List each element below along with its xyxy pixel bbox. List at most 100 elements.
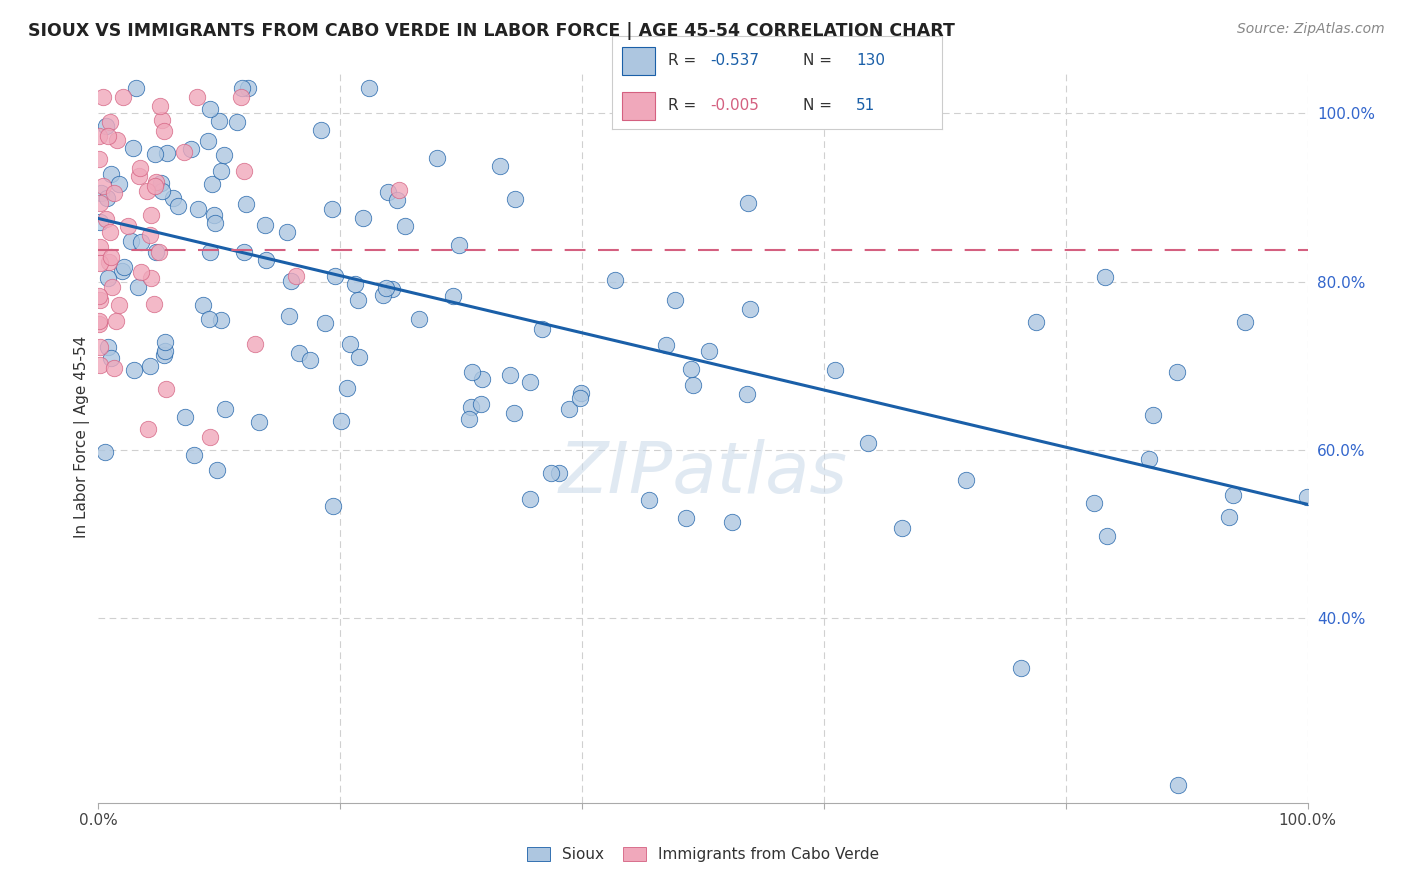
- Point: [309, 123, 332, 137]
- Point: [519, 375, 541, 389]
- Point: [97, 129, 120, 144]
- Point: [505, 192, 527, 206]
- Point: [470, 397, 492, 411]
- Point: [352, 211, 374, 225]
- Point: [349, 350, 371, 364]
- Point: [457, 412, 479, 426]
- Point: [117, 219, 139, 234]
- Point: [121, 141, 143, 155]
- Point: [314, 316, 336, 330]
- Point: [89, 195, 111, 210]
- Text: 51: 51: [856, 98, 876, 113]
- Point: [209, 313, 232, 327]
- Point: [682, 378, 704, 392]
- Point: [375, 281, 398, 295]
- Point: [131, 235, 153, 250]
- Point: [149, 176, 172, 190]
- Point: [280, 275, 302, 289]
- Point: [89, 358, 111, 372]
- Point: [503, 406, 526, 420]
- Point: [91, 89, 114, 103]
- Point: [1167, 778, 1189, 792]
- Point: [87, 152, 110, 166]
- Point: [198, 244, 221, 259]
- Point: [1137, 451, 1160, 466]
- Point: [702, 90, 724, 104]
- Point: [129, 265, 152, 279]
- Point: [198, 102, 221, 116]
- Point: [441, 289, 464, 303]
- Point: [155, 344, 177, 359]
- Point: [343, 277, 366, 291]
- Point: [548, 466, 571, 480]
- Point: [127, 280, 149, 294]
- Point: [1142, 408, 1164, 422]
- Point: [381, 282, 404, 296]
- Point: [100, 280, 122, 294]
- Point: [149, 98, 172, 112]
- Point: [498, 368, 520, 382]
- Point: [1025, 315, 1047, 329]
- Point: [955, 474, 977, 488]
- Point: [675, 511, 697, 525]
- Text: 130: 130: [856, 54, 886, 69]
- Point: [347, 293, 370, 308]
- Point: [186, 89, 208, 103]
- Point: [655, 338, 678, 352]
- Point: [141, 271, 163, 285]
- Point: [460, 400, 482, 414]
- Point: [162, 191, 184, 205]
- Point: [180, 142, 202, 156]
- Point: [89, 256, 111, 270]
- Y-axis label: In Labor Force | Age 45-54: In Labor Force | Age 45-54: [75, 336, 90, 538]
- Text: -0.005: -0.005: [710, 98, 759, 113]
- Point: [87, 317, 110, 331]
- Point: [299, 353, 322, 368]
- Point: [321, 202, 343, 217]
- Point: [540, 466, 562, 480]
- Point: [125, 81, 148, 95]
- Point: [569, 386, 592, 401]
- Point: [100, 167, 122, 181]
- Bar: [621, 47, 655, 75]
- Point: [112, 260, 135, 274]
- Text: N =: N =: [803, 98, 832, 113]
- Point: [139, 359, 162, 373]
- Point: [1010, 661, 1032, 675]
- Point: [145, 179, 167, 194]
- Point: [136, 184, 159, 198]
- Point: [638, 492, 661, 507]
- Point: [139, 227, 162, 242]
- Point: [111, 89, 134, 103]
- Point: [145, 176, 167, 190]
- Point: [461, 365, 484, 379]
- Point: [98, 115, 121, 129]
- Point: [153, 348, 176, 362]
- Point: [721, 515, 744, 529]
- Point: [98, 254, 121, 268]
- Point: [167, 199, 190, 213]
- Point: [254, 219, 277, 233]
- Point: [96, 120, 118, 134]
- Point: [191, 298, 214, 312]
- Point: [153, 334, 176, 349]
- Point: [96, 191, 118, 205]
- Text: SIOUX VS IMMIGRANTS FROM CABO VERDE IN LABOR FORCE | AGE 45-54 CORRELATION CHART: SIOUX VS IMMIGRANTS FROM CABO VERDE IN L…: [28, 22, 955, 40]
- Point: [371, 287, 394, 301]
- Point: [145, 245, 167, 260]
- Point: [97, 340, 120, 354]
- Point: [288, 346, 311, 360]
- Point: [122, 362, 145, 376]
- Point: [426, 151, 449, 165]
- Point: [89, 128, 111, 143]
- Point: [1094, 270, 1116, 285]
- Point: [90, 186, 112, 201]
- Point: [377, 186, 399, 200]
- Point: [198, 312, 221, 326]
- Point: [143, 297, 166, 311]
- Point: [664, 293, 686, 308]
- Point: [107, 298, 129, 312]
- Point: [1218, 510, 1240, 524]
- Point: [89, 341, 111, 355]
- Text: Source: ZipAtlas.com: Source: ZipAtlas.com: [1237, 22, 1385, 37]
